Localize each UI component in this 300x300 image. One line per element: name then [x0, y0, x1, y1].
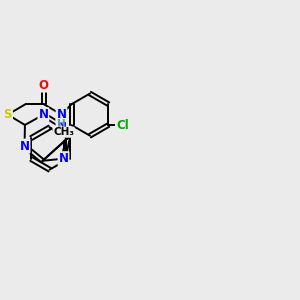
Text: S: S — [4, 108, 12, 121]
Text: H: H — [57, 119, 66, 129]
Text: N: N — [20, 140, 29, 152]
Text: CH₃: CH₃ — [53, 127, 74, 137]
Text: N: N — [38, 108, 48, 121]
Text: Cl: Cl — [116, 119, 129, 132]
Text: N: N — [58, 152, 68, 165]
Text: N: N — [56, 119, 67, 132]
Text: O: O — [39, 79, 49, 92]
Text: N: N — [57, 108, 67, 121]
